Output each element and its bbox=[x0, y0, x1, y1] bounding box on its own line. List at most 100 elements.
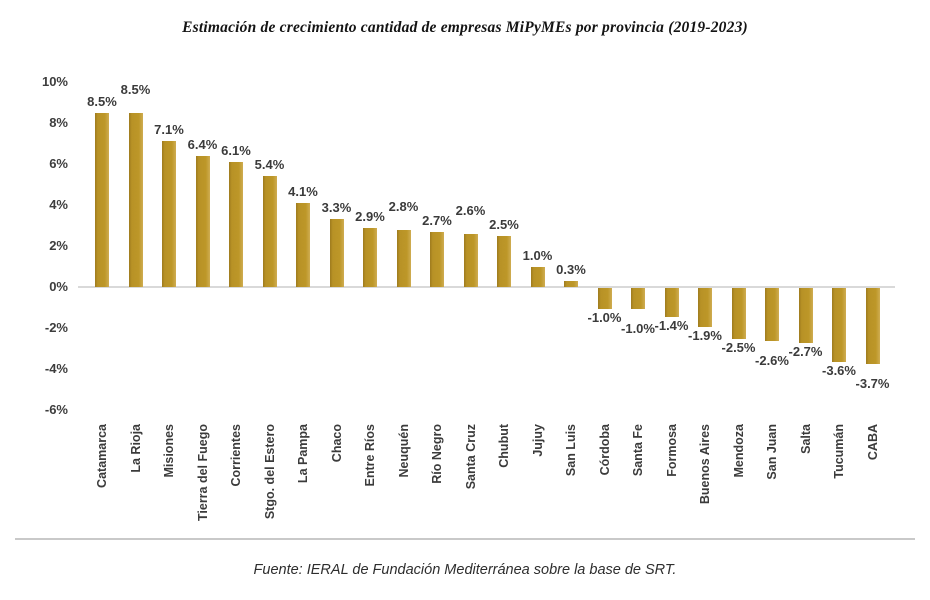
bar bbox=[631, 288, 645, 309]
x-axis-label-text: Entre Ríos bbox=[363, 424, 377, 487]
x-axis-label-text: Jujuy bbox=[530, 424, 545, 457]
bar-value-label: -2.7% bbox=[788, 344, 823, 360]
bar-value-label: 8.5% bbox=[120, 81, 151, 97]
bar-value-label: 2.8% bbox=[388, 198, 419, 214]
x-axis-label-text: Córdoba bbox=[597, 424, 612, 476]
y-axis-tick-label: 4% bbox=[49, 197, 68, 212]
x-axis-label-text: La Rioja bbox=[128, 424, 143, 473]
bar bbox=[698, 288, 712, 327]
x-axis-label: Santa Cruz bbox=[463, 424, 479, 489]
bar bbox=[530, 266, 545, 287]
x-axis-label-text: Buenos Aires bbox=[698, 424, 712, 505]
x-axis-label: Formosa bbox=[664, 424, 680, 477]
bar bbox=[463, 233, 478, 287]
bar bbox=[229, 161, 243, 287]
bar-value-label: -2.6% bbox=[755, 353, 789, 369]
x-axis-label-text: Santa Fe bbox=[631, 424, 645, 477]
x-axis-label: CABA bbox=[865, 424, 881, 460]
x-axis-label: Mendoza bbox=[731, 424, 747, 477]
x-axis-label-text: Misiones bbox=[162, 424, 176, 478]
bar bbox=[396, 229, 411, 287]
x-axis-label-text: Stgo. del Estero bbox=[262, 424, 277, 520]
y-axis-tick-label: 2% bbox=[49, 238, 68, 253]
x-axis-label-text: Tierra del Fuego bbox=[195, 424, 210, 522]
x-axis-label: Jujuy bbox=[530, 424, 546, 457]
bar bbox=[597, 288, 612, 309]
bar bbox=[765, 288, 779, 342]
x-axis-label: Corrientes bbox=[228, 424, 244, 487]
x-axis-label: Misiones bbox=[161, 424, 177, 478]
x-axis-label-text: Chubut bbox=[497, 424, 511, 468]
bar-value-label: 2.5% bbox=[489, 216, 519, 232]
bar-value-label: -3.6% bbox=[822, 362, 856, 378]
x-axis-label-text: Chaco bbox=[329, 424, 344, 463]
x-axis-label-text: La Pampa bbox=[296, 424, 310, 484]
x-axis-label-text: San Luis bbox=[564, 424, 578, 477]
x-axis-label-text: Corrientes bbox=[229, 424, 243, 487]
x-axis-label: Córdoba bbox=[597, 424, 613, 475]
bar-value-label: 4.1% bbox=[288, 183, 318, 199]
bar bbox=[195, 155, 210, 287]
bar bbox=[95, 112, 109, 287]
bar-value-label: 2.9% bbox=[355, 208, 385, 224]
x-axis-label: Chaco bbox=[329, 424, 345, 462]
bar bbox=[363, 227, 377, 287]
y-axis-tick-label: -6% bbox=[44, 402, 68, 417]
x-axis-label: San Juan bbox=[764, 424, 780, 480]
bar-value-label: -2.5% bbox=[721, 340, 756, 356]
bar-value-label: 6.1% bbox=[221, 142, 251, 158]
source-caption: Fuente: IERAL de Fundación Mediterránea … bbox=[253, 562, 677, 578]
y-axis-tick-label: 10% bbox=[41, 74, 68, 89]
y-axis-tick-label: 8% bbox=[49, 115, 68, 130]
bar-value-label: 6.4% bbox=[187, 136, 218, 152]
bar-value-label: -1.0% bbox=[621, 320, 655, 336]
y-axis-tick-label: 6% bbox=[49, 156, 68, 171]
x-axis-label: Salta bbox=[798, 424, 814, 454]
bar-value-label: 5.4% bbox=[254, 157, 285, 173]
x-axis-label: La Rioja bbox=[128, 424, 144, 473]
bar-value-label: 3.3% bbox=[321, 200, 352, 216]
x-axis-label: Entre Ríos bbox=[362, 424, 378, 487]
bar bbox=[564, 280, 578, 287]
x-axis-label: Catamarca bbox=[94, 424, 110, 488]
bar-value-label: -3.7% bbox=[855, 375, 890, 391]
x-axis-label: Stgo. del Estero bbox=[262, 424, 278, 519]
x-axis-label: Neuquén bbox=[396, 424, 412, 477]
bar-value-label: 0.3% bbox=[556, 261, 586, 277]
x-axis-label-text: Tucumán bbox=[832, 424, 846, 479]
bar bbox=[798, 288, 813, 344]
bar bbox=[664, 288, 679, 317]
x-axis-label: Chubut bbox=[496, 424, 512, 468]
x-axis-label: Tierra del Fuego bbox=[195, 424, 211, 521]
bar-value-label: -1.9% bbox=[688, 327, 722, 343]
bar-value-label: -1.0% bbox=[587, 309, 622, 325]
y-axis-tick-label: -4% bbox=[44, 361, 68, 376]
bar bbox=[731, 288, 746, 340]
bar-value-label: 2.6% bbox=[455, 202, 486, 218]
x-axis-label-text: Río Negro bbox=[430, 424, 444, 484]
x-axis-label: Río Negro bbox=[429, 424, 445, 484]
y-axis-tick-label: -2% bbox=[44, 320, 68, 335]
y-axis-tick-label: 0% bbox=[49, 279, 68, 294]
bar bbox=[329, 219, 344, 287]
x-axis-label: La Pampa bbox=[295, 424, 311, 483]
x-axis-label: San Luis bbox=[563, 424, 579, 476]
x-axis-label: Santa Fe bbox=[630, 424, 646, 476]
bar bbox=[430, 231, 444, 287]
bar bbox=[162, 141, 176, 287]
bar bbox=[262, 176, 277, 287]
bar bbox=[296, 202, 310, 287]
zero-axis-line bbox=[78, 286, 895, 288]
x-axis-label-text: Santa Cruz bbox=[463, 424, 478, 490]
bar-value-label: 2.7% bbox=[422, 212, 452, 228]
chart-title: Estimación de crecimiento cantidad de em… bbox=[182, 19, 748, 36]
bar-value-label: 1.0% bbox=[522, 247, 553, 263]
x-axis-label-text: CABA bbox=[865, 424, 880, 461]
bar-value-label: 7.1% bbox=[154, 122, 184, 138]
x-axis-label-text: San Juan bbox=[765, 424, 779, 480]
x-axis-label-text: Formosa bbox=[664, 424, 679, 477]
x-axis-label-text: Salta bbox=[798, 424, 813, 454]
footer-divider bbox=[15, 538, 915, 540]
